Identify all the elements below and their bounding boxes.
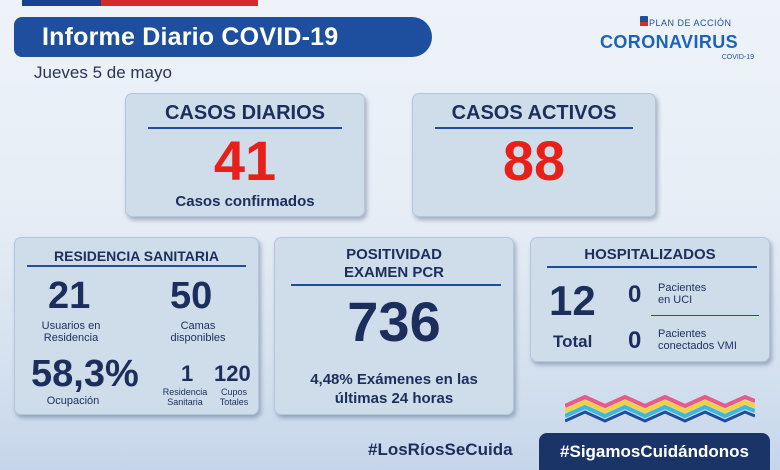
hospitalizados-total-value: 12: [549, 277, 596, 324]
casos-activos-value: 88: [502, 129, 566, 192]
uci-label-line2: en UCI: [658, 294, 693, 307]
hospitalizados-total-label: Total: [553, 332, 593, 351]
uci-label: Pacientes en UCI: [658, 282, 706, 306]
usuarios-residencia-value: 21: [48, 275, 91, 317]
hospitalizados-card: HOSPITALIZADOS 12 Total 0 Pacientes en U…: [530, 237, 770, 362]
casos-activos-rule: [435, 127, 633, 129]
pcr-value: 736: [347, 290, 441, 353]
logo-coronavirus-text: CORONAVIRUS: [600, 32, 739, 52]
residencias-value: 1: [181, 361, 194, 386]
pcr-caption-line2: últimas 24 horas: [334, 390, 454, 407]
pcr-rule: [291, 284, 501, 286]
residencia-rule: [27, 265, 246, 267]
hashtag-los-rios: #LosRíosSeCuida: [368, 440, 513, 459]
casos-activos-title: CASOS ACTIVOS: [451, 102, 617, 124]
usuarios-label-line1: Usuarios en: [41, 320, 101, 332]
pcr-title-line2: EXAMEN PCR: [343, 264, 444, 281]
casos-activos-card: CASOS ACTIVOS 88: [412, 93, 656, 217]
casos-diarios-card: CASOS DIARIOS 41 Casos confirmados: [125, 93, 365, 217]
casos-diarios-caption: Casos confirmados: [175, 193, 315, 210]
report-title: Informe Diario COVID-19: [14, 17, 432, 57]
residencias-label: Residencia Sanitaria: [157, 387, 213, 408]
report-date: Jueves 5 de mayo: [34, 63, 172, 82]
pcr-caption: 4,48% Exámenes en las últimas 24 horas: [275, 370, 513, 408]
uci-label-line1: Pacientes: [658, 282, 707, 294]
vmi-label-line1: Pacientes: [658, 328, 707, 340]
uci-value: 0: [628, 281, 642, 308]
residencia-title: RESIDENCIA SANITARIA: [54, 248, 219, 264]
hospitalizados-divider: [651, 315, 759, 316]
pcr-title-line1: POSITIVIDAD: [346, 246, 442, 263]
cupos-label-line1: Cupos: [220, 387, 247, 397]
hashtag-sigamos: #SigamosCuidándonos: [539, 433, 770, 470]
camas-label-line1: Camas: [180, 320, 216, 332]
residencia-card: RESIDENCIA SANITARIA 21 Usuarios en Resi…: [14, 237, 259, 415]
camas-disponibles-value: 50: [170, 275, 213, 317]
rainbow-wave-graphic: [565, 394, 755, 423]
emblem-icon: [640, 16, 648, 26]
camas-disponibles-label: Camas disponibles: [150, 320, 246, 344]
casos-diarios-title: CASOS DIARIOS: [164, 102, 326, 124]
casos-diarios-rule: [148, 127, 342, 129]
cupos-label: Cupos Totales: [211, 387, 257, 408]
flag-blue-band: [22, 0, 101, 6]
vmi-label: Pacientes conectados VMI: [658, 328, 737, 352]
hospitalizados-title: HOSPITALIZADOS: [584, 246, 716, 263]
usuarios-label-line2: Residencia: [43, 332, 99, 345]
cupos-label-line2: Totales: [219, 396, 249, 407]
flag-strip: [22, 0, 258, 6]
residencias-label-line2: Sanitaria: [167, 396, 203, 407]
logo-covid-text: COVID-19: [721, 54, 754, 61]
flag-red-band: [100, 0, 258, 6]
pcr-title: POSITIVIDAD EXAMEN PCR: [275, 246, 513, 282]
ocupacion-value: 58,3%: [31, 353, 139, 395]
casos-diarios-value: 41: [213, 129, 277, 192]
pcr-card: POSITIVIDAD EXAMEN PCR 736 4,48% Exámene…: [274, 237, 514, 415]
ocupacion-label: Ocupación: [46, 395, 100, 407]
cupos-value: 120: [214, 361, 251, 386]
residencias-label-line1: Residencia: [162, 387, 208, 397]
coronavirus-plan-logo: PLAN DE ACCIÓN CORONAVIRUS COVID-19: [600, 16, 760, 64]
pcr-caption-line1: 4,48% Exámenes en las: [310, 371, 478, 388]
logo-plan-text: PLAN DE ACCIÓN: [649, 18, 732, 28]
hospitalizados-rule: [547, 266, 757, 268]
vmi-label-line2: conectados VMI: [658, 340, 737, 353]
camas-label-line2: disponibles: [170, 332, 226, 345]
vmi-value: 0: [628, 327, 642, 354]
usuarios-residencia-label: Usuarios en Residencia: [23, 320, 119, 344]
